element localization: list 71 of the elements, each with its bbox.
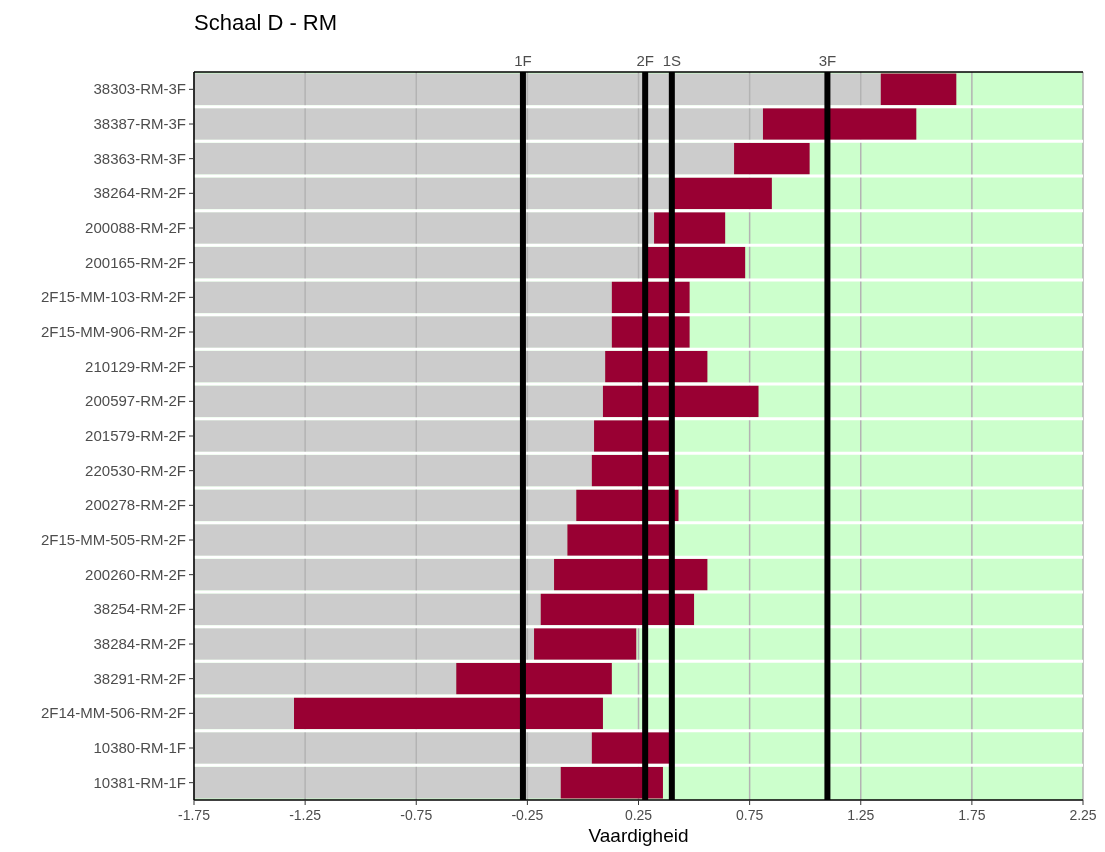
x-tick-label: 2.25: [1069, 807, 1097, 823]
x-tick-label: -0.25: [511, 807, 544, 823]
x-tick-label: -1.75: [178, 807, 211, 823]
bar: [194, 732, 592, 764]
y-tick-label: 200165-RM-2F: [85, 253, 186, 271]
y-tick-label: 38254-RM-2F: [93, 600, 186, 618]
bar: [734, 142, 810, 175]
x-axis-title: Vaardigheid: [588, 825, 689, 846]
bar: [534, 628, 637, 660]
bar: [294, 697, 603, 730]
bar: [194, 281, 612, 314]
y-tick-label: 210129-RM-2F: [85, 357, 186, 375]
y-tick-label: 2F15-MM-505-RM-2F: [40, 531, 186, 548]
bar: [194, 246, 643, 279]
x-tick-label: -1.25: [289, 807, 322, 823]
y-tick-label: 38264-RM-2F: [93, 184, 186, 202]
ref-line-label: 2F: [636, 52, 654, 69]
y-tick-label: 200260-RM-2F: [85, 565, 186, 583]
bar: [560, 766, 663, 799]
bar: [194, 177, 670, 210]
bar: [194, 142, 735, 175]
y-tick-label: 38303-RM-3F: [93, 80, 186, 98]
x-tick-label: -0.75: [400, 807, 433, 823]
bar: [194, 454, 592, 487]
y-tick-label: 220530-RM-2F: [85, 461, 186, 479]
bar: [194, 558, 555, 591]
y-tick-label: 2F15-MM-906-RM-2F: [40, 323, 186, 340]
bar: [194, 385, 603, 418]
ref-line-label: 1F: [514, 52, 532, 69]
bar: [654, 212, 726, 244]
ref-line-label: 3F: [818, 52, 837, 69]
bar: [591, 732, 670, 764]
y-tick-label: 10381-RM-1F: [93, 773, 186, 791]
bar: [194, 108, 763, 140]
y-tick-label: 200278-RM-2F: [85, 496, 186, 514]
y-tick-label: 38284-RM-2F: [93, 635, 186, 652]
y-tick-label: 200088-RM-2F: [85, 219, 186, 236]
bar: [880, 73, 957, 106]
bar: [194, 697, 295, 730]
y-tick-label: 10380-RM-1F: [93, 739, 186, 756]
x-tick-label: 1.25: [847, 807, 875, 823]
bar: [194, 524, 568, 556]
x-tick-label: 1.75: [958, 807, 986, 823]
y-tick-label: 38363-RM-3F: [93, 149, 186, 167]
bar: [456, 662, 612, 695]
bar: [194, 628, 535, 660]
y-tick-label: 200597-RM-2F: [85, 392, 186, 410]
bar: [567, 524, 670, 556]
chart-title: Schaal D - RM: [194, 10, 338, 35]
bar: [194, 212, 655, 244]
bar: [762, 108, 917, 140]
bar: [194, 316, 612, 348]
bar: [194, 766, 561, 799]
y-tick-label: 2F14-MM-506-RM-2F: [40, 704, 186, 722]
bar: [194, 662, 457, 695]
bar: [594, 420, 672, 452]
x-tick-label: 0.75: [736, 807, 764, 823]
bar: [194, 73, 881, 106]
y-tick-label: 38387-RM-3F: [93, 115, 186, 132]
bar: [554, 558, 708, 591]
bar: [194, 593, 541, 626]
y-tick-label: 2F15-MM-103-RM-2F: [40, 288, 186, 306]
bar: [591, 454, 670, 487]
ref-line-label: 1S: [662, 52, 682, 69]
bar: [194, 420, 595, 452]
bar: [194, 489, 577, 522]
bar: [540, 593, 695, 626]
y-tick-label: 201579-RM-2F: [85, 427, 186, 444]
bar: [194, 350, 606, 383]
x-tick-label: 0.25: [624, 807, 653, 823]
y-tick-label: 38291-RM-2F: [93, 669, 186, 687]
